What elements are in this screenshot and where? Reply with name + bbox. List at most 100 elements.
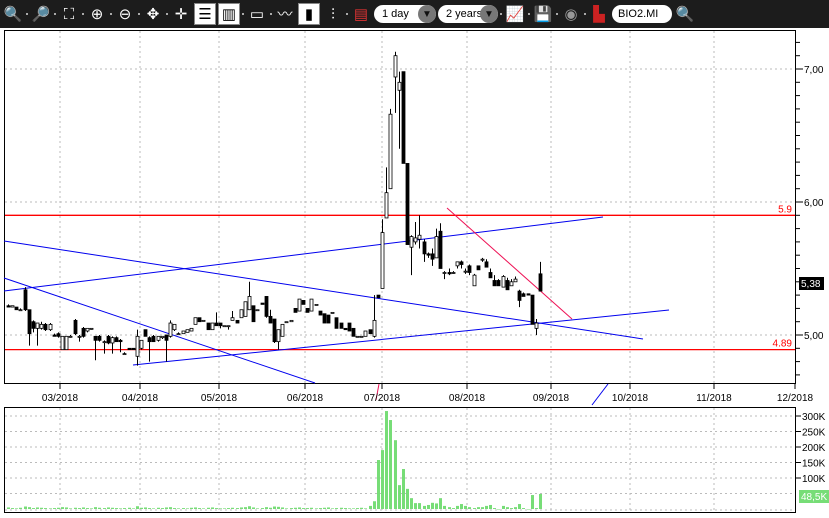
fit-icon[interactable]: ⛶ xyxy=(63,5,75,23)
export-icon[interactable]: ▙ xyxy=(593,5,605,23)
price-panel[interactable]: 5.9 4.89 7,00 6,00 5,00 5,38 03/2018 04/2018… xyxy=(3,30,824,406)
volume-bar xyxy=(502,505,505,509)
candle xyxy=(189,327,194,332)
volume-bar xyxy=(456,505,459,509)
volume-bar xyxy=(107,507,110,509)
symbol-input[interactable] xyxy=(612,5,672,23)
window-icon[interactable]: ▭ xyxy=(249,5,265,23)
volume-bar xyxy=(103,508,106,509)
price-tick-label: 6,00 xyxy=(804,198,824,209)
auto-fit-icon[interactable]: ✥ xyxy=(146,5,160,23)
volume-bar xyxy=(148,508,151,509)
volume-bar xyxy=(223,508,226,509)
candle xyxy=(81,327,86,337)
volume-bar xyxy=(19,507,22,509)
volume-bar xyxy=(506,507,509,509)
vertical-grid-icon[interactable]: ▥ xyxy=(218,3,240,25)
zoom-vertical-in-icon[interactable]: ⊕ xyxy=(90,5,104,23)
candle xyxy=(214,322,219,327)
candle xyxy=(73,319,78,335)
candle xyxy=(347,322,352,332)
candle xyxy=(85,327,90,332)
volume-bar xyxy=(53,508,56,509)
separator xyxy=(500,13,502,15)
trendline[interactable] xyxy=(132,309,670,366)
candle xyxy=(247,296,252,311)
period-select[interactable]: 1 day ▼ xyxy=(374,5,436,23)
volume-bar xyxy=(468,507,471,509)
volume-bar xyxy=(177,508,180,509)
volume-bar xyxy=(452,508,455,509)
candle xyxy=(509,281,514,287)
volume-bar xyxy=(340,507,343,509)
candle xyxy=(268,315,273,324)
trendline[interactable] xyxy=(3,277,316,384)
candle xyxy=(326,314,331,324)
zoom-in-icon[interactable]: 🔍 xyxy=(3,5,23,23)
volume-bar xyxy=(165,507,168,509)
volume-bar xyxy=(319,508,322,509)
volume-bar xyxy=(215,508,218,509)
trendline[interactable] xyxy=(375,383,380,401)
volume-bar xyxy=(360,507,363,509)
candle xyxy=(280,323,285,337)
candle xyxy=(114,337,119,343)
volume-bar xyxy=(315,508,318,509)
volume-bar xyxy=(377,460,380,509)
volume-bar xyxy=(173,508,176,509)
candle xyxy=(434,236,439,259)
volume-panel[interactable]: 300K 250K 200K 150K 100K 48,5K xyxy=(4,407,829,514)
volume-bar xyxy=(423,505,426,509)
volume-bar xyxy=(431,502,434,509)
volume-bar xyxy=(152,508,155,509)
volume-bar xyxy=(344,508,347,509)
trendline[interactable] xyxy=(446,207,573,320)
separator xyxy=(584,13,586,15)
horizontal-grid-icon[interactable]: ☰ xyxy=(194,3,216,25)
volume-tick-label: 250K xyxy=(802,428,826,439)
price-tick-label: 5,00 xyxy=(804,331,824,342)
candle xyxy=(534,322,539,329)
zoom-vertical-out-icon[interactable]: ⊖ xyxy=(118,5,132,23)
candle xyxy=(251,305,256,323)
volume-bar xyxy=(290,508,293,509)
candle xyxy=(210,322,215,331)
volume-bar xyxy=(335,508,338,509)
volume-bar xyxy=(464,505,467,509)
candlestick-icon[interactable]: ▮ xyxy=(298,3,320,25)
candle xyxy=(380,232,385,289)
candle xyxy=(480,258,485,261)
candle xyxy=(264,296,269,317)
save-icon[interactable]: 💾 xyxy=(533,5,553,23)
volume-bar xyxy=(331,508,334,509)
volume-bar xyxy=(90,508,93,509)
chart-area[interactable]: 5.9 4.89 7,00 6,00 5,00 5,38 03/2018 04/2018… xyxy=(0,28,829,518)
candle xyxy=(322,313,327,324)
trendline[interactable] xyxy=(591,383,609,406)
candle xyxy=(60,335,65,351)
trendline[interactable] xyxy=(3,216,604,292)
volume-bar xyxy=(15,508,18,509)
chart-list-icon[interactable]: 📈 xyxy=(505,5,525,23)
volume-bar xyxy=(69,508,72,509)
range-select[interactable]: 2 years ▼ xyxy=(438,5,498,23)
search-icon[interactable]: 🔍 xyxy=(675,5,695,23)
ohlc-icon[interactable]: ⫶ xyxy=(331,5,335,23)
candle xyxy=(218,322,223,327)
candle xyxy=(31,321,36,329)
volume-bar xyxy=(414,503,417,509)
volume-bar xyxy=(369,505,372,509)
volume-bar xyxy=(497,509,500,510)
range-value: 2 years xyxy=(446,8,483,20)
candle xyxy=(276,329,281,343)
crosshair-icon[interactable]: ✛ xyxy=(174,5,188,23)
candle xyxy=(260,302,265,305)
line-chart-icon[interactable]: 〰 xyxy=(277,5,293,23)
volume-bar xyxy=(539,493,542,509)
indicators-icon[interactable]: ▤ xyxy=(353,5,369,23)
refresh-icon[interactable]: ◉ xyxy=(564,5,578,23)
candle xyxy=(239,309,244,319)
separator xyxy=(242,13,244,15)
zoom-region-icon[interactable]: 🔎 xyxy=(31,5,51,23)
price-axis: 7,00 6,00 5,00 xyxy=(795,30,824,384)
